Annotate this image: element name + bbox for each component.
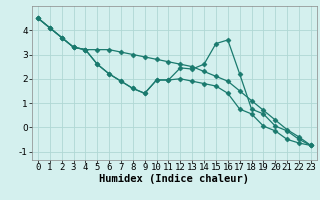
X-axis label: Humidex (Indice chaleur): Humidex (Indice chaleur) <box>100 174 249 184</box>
